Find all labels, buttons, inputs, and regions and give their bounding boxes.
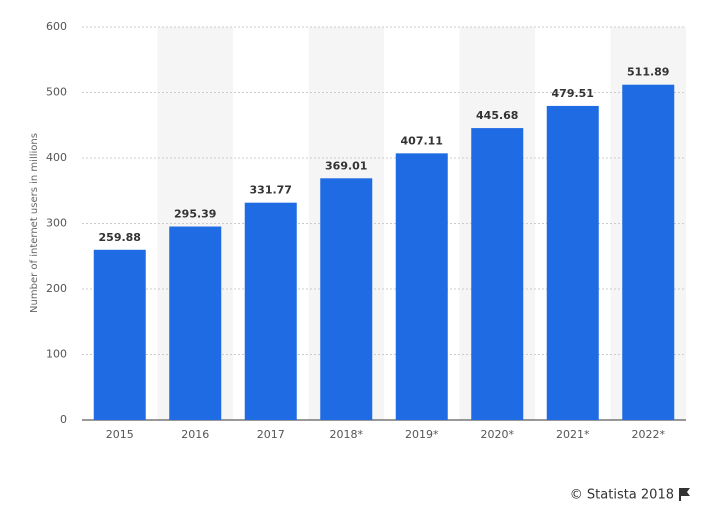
- y-tick-label: 400: [46, 151, 67, 164]
- value-label: 445.68: [476, 109, 518, 122]
- bar: [244, 202, 297, 420]
- x-tick-label: 2015: [106, 428, 134, 441]
- x-tick-label: 2022*: [632, 428, 666, 441]
- value-label: 295.39: [174, 208, 216, 221]
- y-tick-label: 500: [46, 86, 67, 99]
- x-tick-label: 2018*: [330, 428, 364, 441]
- y-tick-label: 100: [46, 348, 67, 361]
- bar: [320, 178, 373, 420]
- bar: [93, 249, 146, 420]
- x-tick-label: 2019*: [405, 428, 439, 441]
- source-credit: © Statista 2018: [570, 488, 674, 503]
- flag-icon: [679, 488, 690, 501]
- value-label: 331.77: [250, 184, 292, 197]
- value-label: 407.11: [401, 134, 443, 147]
- y-tick-label: 0: [60, 413, 67, 426]
- value-label: 511.89: [627, 66, 669, 79]
- y-tick-label: 300: [46, 217, 67, 230]
- value-label: 479.51: [552, 87, 594, 100]
- x-tick-label: 2016: [181, 428, 209, 441]
- x-tick-label: 2020*: [481, 428, 515, 441]
- bar: [546, 105, 599, 420]
- value-label: 369.01: [325, 159, 367, 172]
- y-tick-label: 600: [46, 20, 67, 33]
- x-tick-label: 2021*: [556, 428, 590, 441]
- bar: [471, 128, 524, 421]
- bar: [622, 84, 675, 421]
- bar: [395, 153, 448, 420]
- value-label: 259.88: [99, 231, 141, 244]
- y-axis-label: Number of internet users in millions: [29, 133, 40, 313]
- y-tick-label: 200: [46, 282, 67, 295]
- x-tick-label: 2017: [257, 428, 285, 441]
- bar: [169, 226, 222, 420]
